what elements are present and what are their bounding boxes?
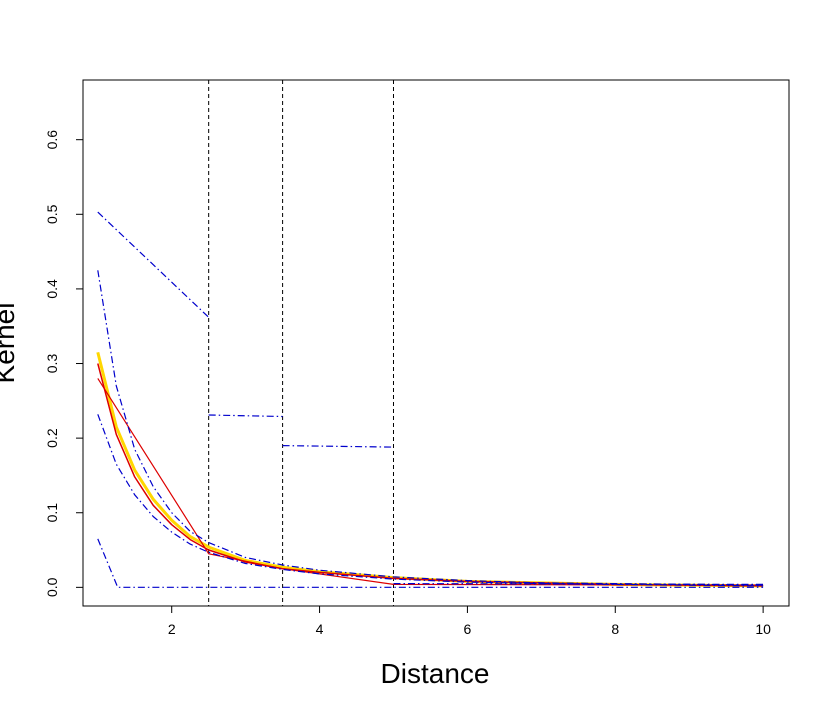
series-line-9 bbox=[393, 582, 764, 586]
y-tick-label-6: 0.6 bbox=[44, 130, 60, 150]
series-line-8 bbox=[97, 538, 764, 588]
series-line-6 bbox=[208, 414, 283, 418]
x-tick-label-4: 10 bbox=[755, 621, 771, 637]
y-tick-label-5: 0.5 bbox=[44, 204, 60, 224]
y-tick-label-4: 0.4 bbox=[44, 279, 60, 299]
x-axis: 2 4 6 8 10 bbox=[168, 605, 771, 637]
y-tick-label-0: 0.0 bbox=[44, 577, 60, 597]
y-tick-label-1: 0.1 bbox=[44, 503, 60, 523]
x-tick-label-2: 6 bbox=[464, 621, 472, 637]
y-tick-label-3: 0.3 bbox=[44, 354, 60, 374]
series-line-5 bbox=[97, 211, 210, 318]
series-line-1 bbox=[97, 363, 764, 587]
series-line-2 bbox=[97, 378, 764, 586]
series-line-0 bbox=[96, 351, 764, 588]
series-line-7 bbox=[282, 445, 394, 448]
x-tick-label-3: 8 bbox=[611, 621, 619, 637]
vertical-reference-lines bbox=[208, 80, 394, 606]
x-tick-label-1: 4 bbox=[316, 621, 324, 637]
x-tick-label-0: 2 bbox=[168, 621, 176, 637]
x-axis-title: Distance bbox=[381, 658, 490, 689]
y-tick-label-2: 0.2 bbox=[44, 428, 60, 448]
series-line-3 bbox=[97, 270, 764, 586]
series-line-4 bbox=[97, 414, 764, 587]
plot-frame bbox=[82, 79, 790, 607]
series-group bbox=[96, 211, 764, 588]
y-axis-title: Kernel bbox=[0, 303, 20, 384]
y-axis: 0.0 0.1 0.2 0.3 0.4 0.5 0.6 bbox=[44, 130, 84, 597]
